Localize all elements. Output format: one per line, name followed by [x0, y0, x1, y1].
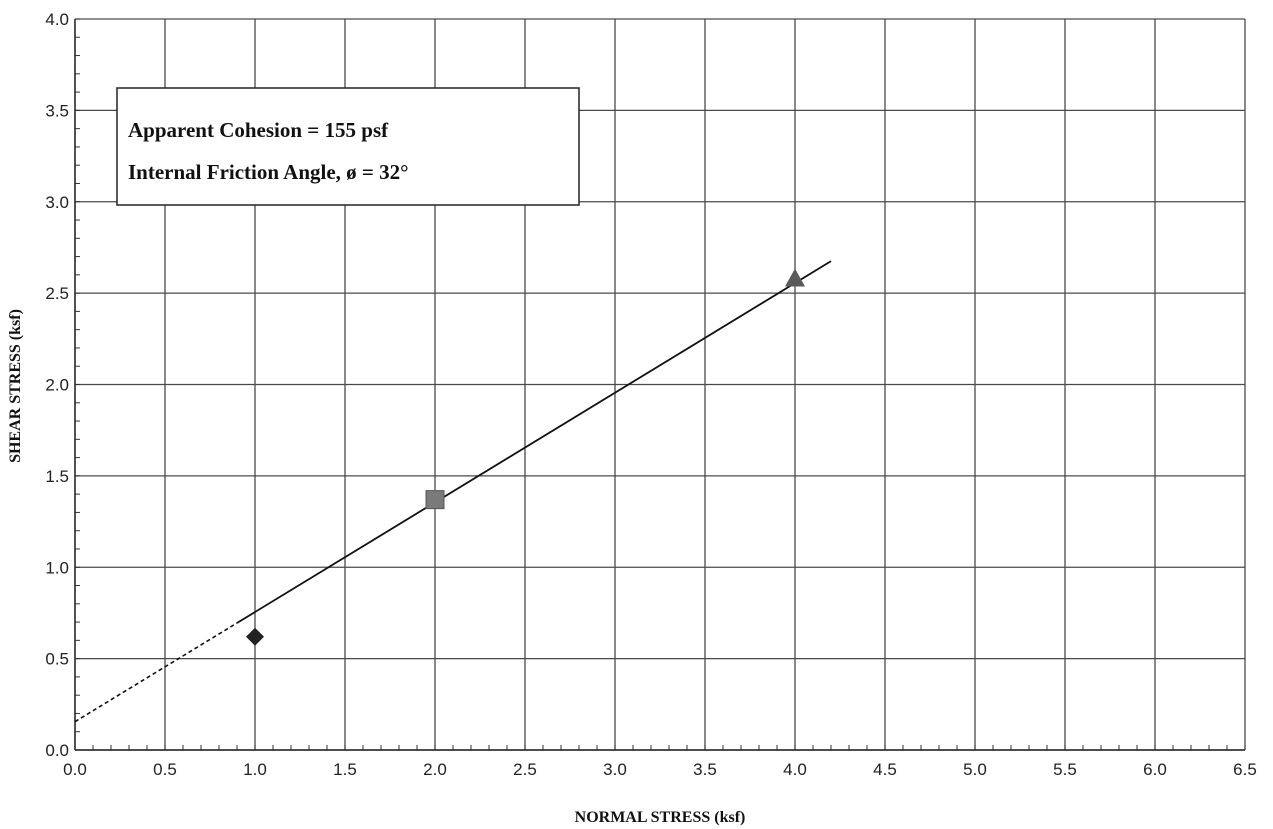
y-tick-label: 0.0	[45, 741, 69, 760]
data-point-square	[425, 490, 445, 510]
x-axis-title: NORMAL STRESS (ksf)	[575, 809, 746, 826]
data-points	[246, 268, 805, 646]
y-tick-label: 1.0	[45, 558, 69, 577]
x-tick-label: 2.0	[423, 760, 447, 779]
data-point-diamond	[246, 627, 264, 646]
y-tick-label: 1.5	[45, 467, 69, 486]
data-point-triangle	[785, 268, 805, 287]
annotation-friction-angle: Internal Friction Angle, ø = 32°	[128, 160, 409, 184]
fit-line-solid	[236, 260, 832, 624]
tick-labels: 0.0 0.5 1.0 1.5 2.0 2.5 3.0 3.5 4.0 4.5 5.0 5.5 6.0 6…	[45, 10, 1256, 779]
x-tick-label: 6.0	[1143, 760, 1167, 779]
y-tick-label: 4.0	[45, 10, 69, 29]
y-tick-label: 2.5	[45, 284, 69, 303]
y-tick-label: 3.0	[45, 193, 69, 212]
y-tick-label: 3.5	[45, 101, 69, 120]
x-tick-label: 6.5	[1233, 760, 1257, 779]
x-tick-label: 0.0	[63, 760, 87, 779]
fit-line	[74, 260, 832, 723]
x-tick-label: 2.5	[513, 760, 537, 779]
x-tick-label: 3.0	[603, 760, 627, 779]
x-tick-label: 1.5	[333, 760, 357, 779]
x-tick-label: 3.5	[693, 760, 717, 779]
fit-line-extrapolated	[74, 622, 238, 723]
x-tick-label: 0.5	[153, 760, 177, 779]
x-tick-label: 1.0	[243, 760, 267, 779]
annotation-cohesion: Apparent Cohesion = 155 psf	[128, 118, 389, 142]
x-tick-label: 4.0	[783, 760, 807, 779]
annotation-box: Apparent Cohesion = 155 psf Internal Fri…	[116, 87, 580, 206]
y-tick-label: 0.5	[45, 650, 69, 669]
x-tick-label: 5.0	[963, 760, 987, 779]
y-tick-label: 2.0	[45, 376, 69, 395]
x-tick-label: 4.5	[873, 760, 897, 779]
x-tick-label: 5.5	[1053, 760, 1077, 779]
axes	[74, 18, 1246, 751]
y-axis-title: SHEAR STRESS (ksf)	[7, 309, 24, 463]
